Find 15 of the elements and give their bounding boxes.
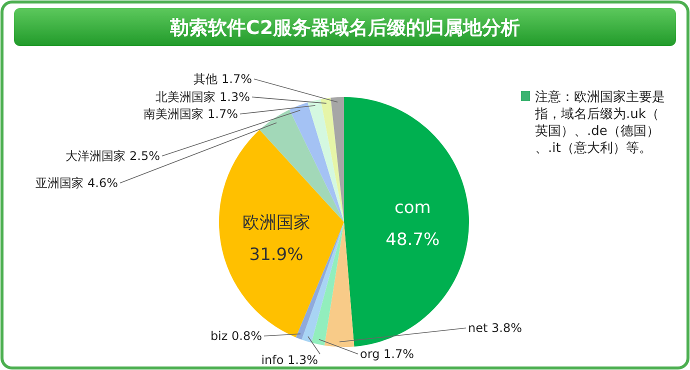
slice-label: 大洋洲国家 2.5% — [66, 149, 160, 163]
slice-label: org 1.7% — [360, 347, 414, 361]
data-label: 31.9% — [249, 244, 304, 265]
slice-label: 亚洲国家 4.6% — [36, 176, 118, 190]
slice-label: net 3.8% — [468, 321, 522, 335]
slice-label: 欧洲国家 — [242, 212, 310, 233]
slice-label: 其他 1.7% — [194, 72, 252, 86]
slice-label: info 1.3% — [261, 353, 318, 367]
text: 注意：欧洲国家主要是指，域名后缀为.uk（英国）、.de（德国）、.it（意大利）等。 — [534, 89, 665, 156]
slice-label: com — [394, 198, 431, 218]
slice-label: 北美洲国家 1.3% — [156, 90, 250, 104]
slice-label: 南美洲国家 1.7% — [144, 107, 238, 121]
data-label: 48.7% — [386, 230, 440, 250]
slice-label: biz 0.8% — [210, 329, 262, 343]
chart-title: 勒索软件C2服务器域名后缀的归属地分析 — [168, 17, 520, 39]
